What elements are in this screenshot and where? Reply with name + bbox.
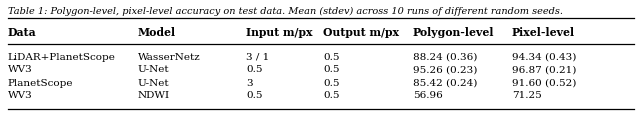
Text: WasserNetz: WasserNetz — [138, 52, 200, 62]
Text: Input m/px: Input m/px — [246, 27, 313, 37]
Text: Model: Model — [138, 27, 176, 37]
Text: 56.96: 56.96 — [413, 92, 442, 101]
Text: 0.5: 0.5 — [323, 79, 340, 87]
Text: 91.60 (0.52): 91.60 (0.52) — [512, 79, 577, 87]
Text: 88.24 (0.36): 88.24 (0.36) — [413, 52, 477, 62]
Text: U-Net: U-Net — [138, 79, 169, 87]
Text: 94.34 (0.43): 94.34 (0.43) — [512, 52, 577, 62]
Text: 85.42 (0.24): 85.42 (0.24) — [413, 79, 477, 87]
Text: LiDAR+PlanetScope: LiDAR+PlanetScope — [8, 52, 116, 62]
Text: 0.5: 0.5 — [246, 92, 263, 101]
Text: WV3: WV3 — [8, 65, 33, 74]
Text: U-Net: U-Net — [138, 65, 169, 74]
Text: Pixel-level: Pixel-level — [512, 27, 575, 37]
Text: 95.26 (0.23): 95.26 (0.23) — [413, 65, 477, 74]
Text: 3: 3 — [246, 79, 253, 87]
Text: 0.5: 0.5 — [323, 65, 340, 74]
Text: Output m/px: Output m/px — [323, 27, 399, 37]
Text: PlanetScope: PlanetScope — [8, 79, 73, 87]
Text: WV3: WV3 — [8, 92, 33, 101]
Text: 0.5: 0.5 — [323, 52, 340, 62]
Text: Polygon-level: Polygon-level — [413, 27, 494, 37]
Text: 0.5: 0.5 — [246, 65, 263, 74]
Text: 96.87 (0.21): 96.87 (0.21) — [512, 65, 577, 74]
Text: NDWI: NDWI — [138, 92, 170, 101]
Text: 71.25: 71.25 — [512, 92, 541, 101]
Text: 3 / 1: 3 / 1 — [246, 52, 269, 62]
Text: Data: Data — [8, 27, 36, 37]
Text: 0.5: 0.5 — [323, 92, 340, 101]
Text: Table 1: Polygon-level, pixel-level accuracy on test data. Mean (stdev) across 1: Table 1: Polygon-level, pixel-level accu… — [8, 7, 563, 16]
